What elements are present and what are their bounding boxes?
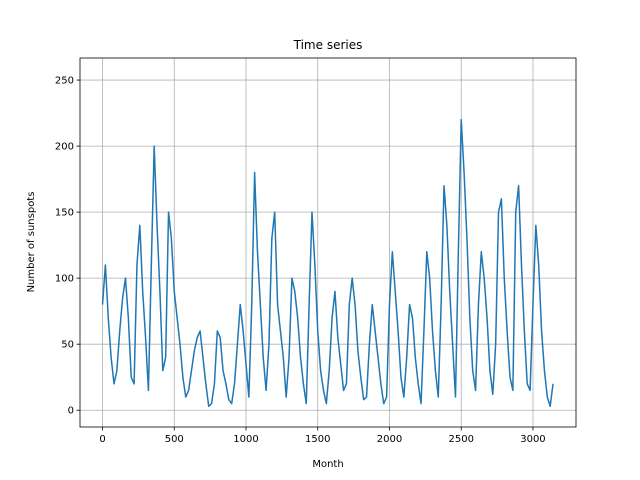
x-tick-label: 3000 — [520, 434, 545, 445]
y-tick-label: 250 — [55, 76, 74, 87]
y-tick-label: 150 — [55, 208, 74, 219]
data-line — [101, 118, 554, 408]
x-tick-label: 1500 — [305, 434, 330, 445]
y-tick-label: 0 — [68, 406, 74, 417]
plot-frame — [79, 57, 577, 428]
x-tick-label: 1000 — [233, 434, 258, 445]
y-axis-label: Number of sunspots — [26, 192, 37, 293]
x-tick-label: 500 — [165, 434, 184, 445]
y-tick-label: 200 — [55, 142, 74, 153]
chart-title: Time series — [293, 38, 363, 52]
y-tick-label: 50 — [61, 340, 74, 351]
x-axis-label: Month — [312, 459, 343, 470]
y-tick-label: 100 — [55, 274, 74, 285]
x-tick-label: 2000 — [377, 434, 402, 445]
x-tick-label: 2500 — [448, 434, 473, 445]
x-tick-label: 0 — [99, 434, 105, 445]
